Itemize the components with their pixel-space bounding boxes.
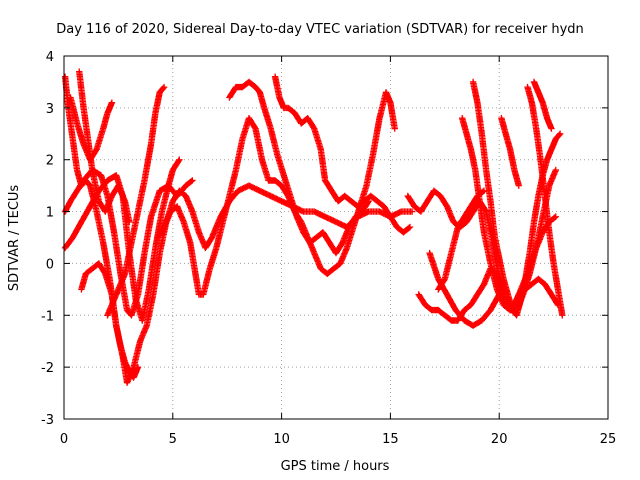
series-markers <box>530 78 555 132</box>
y-tick-label: 3 <box>46 102 54 117</box>
x-tick-label: 5 <box>169 432 177 447</box>
series-markers <box>104 83 168 319</box>
series-trace-16 <box>426 249 503 329</box>
chart-title: Day 116 of 2020, Sidereal Day-to-day VTE… <box>56 22 584 37</box>
y-axis-label: SDTVAR / TECUs <box>7 185 22 292</box>
plot-frame <box>63 55 609 420</box>
x-tick-label: 10 <box>273 432 290 447</box>
data-points <box>61 68 566 386</box>
y-tick-label: -3 <box>41 413 54 428</box>
series-markers <box>435 187 488 293</box>
y-tick-label: -1 <box>41 309 54 324</box>
series-trace-17 <box>498 115 522 189</box>
series-markers <box>524 83 566 319</box>
series-markers <box>426 249 503 329</box>
series-markers <box>271 73 414 236</box>
series-trace-13 <box>435 187 488 293</box>
x-tick-label: 15 <box>382 432 399 447</box>
series-markers <box>226 78 372 257</box>
y-tick-label: 4 <box>46 50 54 65</box>
x-tick-label: 0 <box>60 432 68 447</box>
series-trace-7 <box>104 83 168 319</box>
series-trace-18 <box>524 83 566 319</box>
x-axis-label: GPS time / hours <box>281 459 390 474</box>
series-trace-10 <box>271 73 414 236</box>
series-trace-9 <box>226 78 372 257</box>
series-trace-19 <box>530 78 555 132</box>
y-tick-label: -2 <box>41 361 54 376</box>
x-tick-label: 20 <box>491 432 508 447</box>
series-markers <box>498 115 522 189</box>
axis-ticks: 0 5 10 15 20 25 -3 -2 -1 0 1 2 3 4 <box>41 50 616 447</box>
y-tick-label: 2 <box>46 154 54 169</box>
y-tick-label: 1 <box>46 206 54 221</box>
x-tick-label: 25 <box>600 432 617 447</box>
y-tick-label: 0 <box>46 257 54 272</box>
